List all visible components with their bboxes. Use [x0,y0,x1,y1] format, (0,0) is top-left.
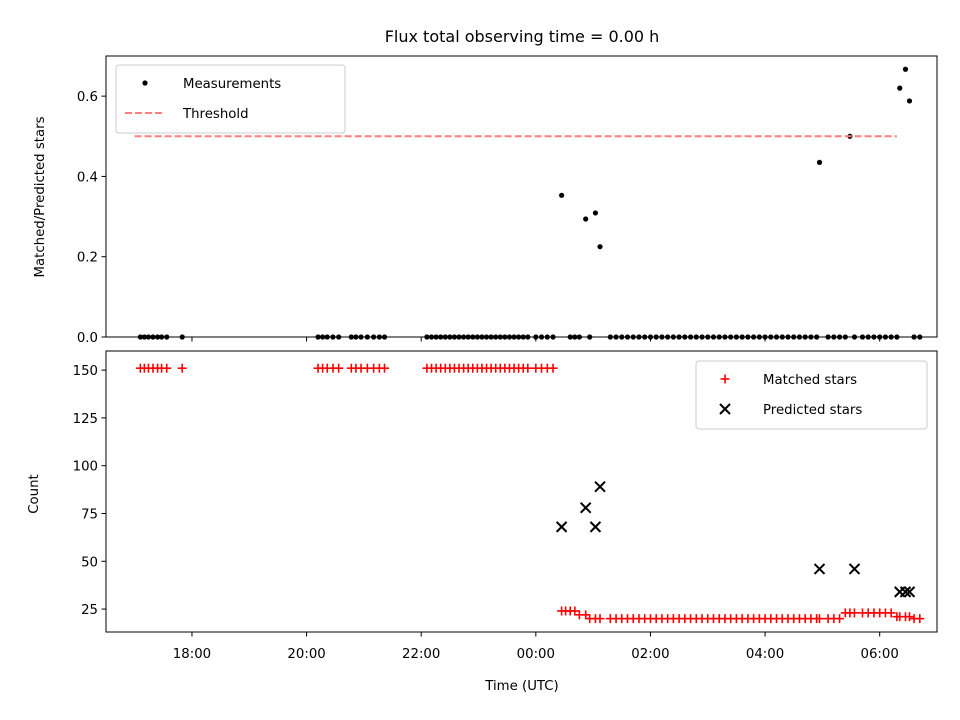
matched-star-point [162,363,172,373]
top-panel: 0.0 0.2 0.4 0.6 Measurements Threshold [77,55,938,346]
x-tick-label: 00:00 [517,647,555,662]
top-y-tick-label: 0.2 [77,251,98,266]
x-stroke-b [813,563,826,575]
measurement-point [583,216,589,222]
matched-star-point [523,363,533,373]
top-y-tick-label: 0.0 [77,331,98,346]
predicted-star-point [579,502,592,514]
top-legend-box [115,64,346,134]
x-tick-label: 22:00 [402,647,440,662]
x-tick-label: 18:00 [173,647,211,662]
top-y-tick-label: 0.6 [77,90,98,105]
measurement-point [597,244,603,250]
chart-title: Flux total observing time = 0.00 h [385,27,660,46]
measurement-point [906,98,913,104]
bottom-panel: 25 50 75 100 125 150 18:00 20:00 22:00 00:00 02:00… [73,350,938,662]
bottom-legend: Matched stars Predicted stars [695,360,928,430]
x-tick-label: 04:00 [746,647,784,662]
x-stroke-b [555,521,568,533]
bottom-legend-label: Predicted stars [763,403,862,418]
matched-star-point [595,614,605,624]
matched-star-point [904,612,914,622]
measurement-point [592,210,599,216]
top-y-axis-label: Matched/Predicted stars [33,116,48,277]
legend-dot-marker [142,80,148,86]
x-tick-label: 20:00 [287,647,325,662]
top-axes-frame [105,55,938,338]
predicted-star-point [899,586,912,598]
predicted-star-point [555,521,568,533]
bottom-y-tick-label: 50 [81,555,98,570]
x-stroke-b [594,481,606,493]
measurement-point [816,159,823,165]
matched-star-point [177,363,187,373]
top-legend-label: Threshold [182,107,249,122]
bottom-axes-frame [105,350,938,633]
x-axis-label: Time (UTC) [484,679,559,694]
bottom-y-axis-label: Count [27,474,42,514]
matched-star-point [835,614,845,624]
bottom-y-tick-label: 150 [73,364,98,379]
x-stroke-b [589,521,602,533]
x-stroke-b [899,586,912,598]
top-y-tick-label: 0.4 [77,170,98,185]
measurement-point [897,85,903,91]
predicted-star-point [589,521,602,533]
matched-star-point [581,610,591,620]
bottom-legend-box [695,360,928,430]
predicted-star-point [848,563,861,575]
matched-star-point [570,606,580,616]
predicted-star-point [813,563,826,575]
matched-star-point [548,363,558,373]
legend-x-b [719,403,731,415]
matched-star-point [380,363,390,373]
x-tick-label: 06:00 [861,647,899,662]
measurement-point [902,66,909,72]
predicted-star-point [903,586,916,598]
x-stroke-b [579,502,592,514]
bottom-legend-label: Matched stars [763,373,857,388]
x-stroke-b [903,586,916,598]
matched-star-point [334,363,344,373]
matched-star-point [849,608,859,618]
x-stroke-b [848,563,861,575]
bottom-y-tick-label: 75 [81,507,98,522]
bottom-y-tick-label: 100 [73,460,98,475]
x-tick-label: 02:00 [631,647,669,662]
top-legend-label: Measurements [183,77,281,92]
bottom-y-tick-label: 25 [81,603,98,618]
measurement-point [559,192,565,198]
matched-star-point [886,608,896,618]
top-legend: Measurements Threshold [115,64,346,134]
bottom-y-tick-label: 125 [73,412,98,427]
predicted-star-point [594,481,606,493]
matched-star-point [815,614,825,624]
matched-star-point [915,614,925,624]
